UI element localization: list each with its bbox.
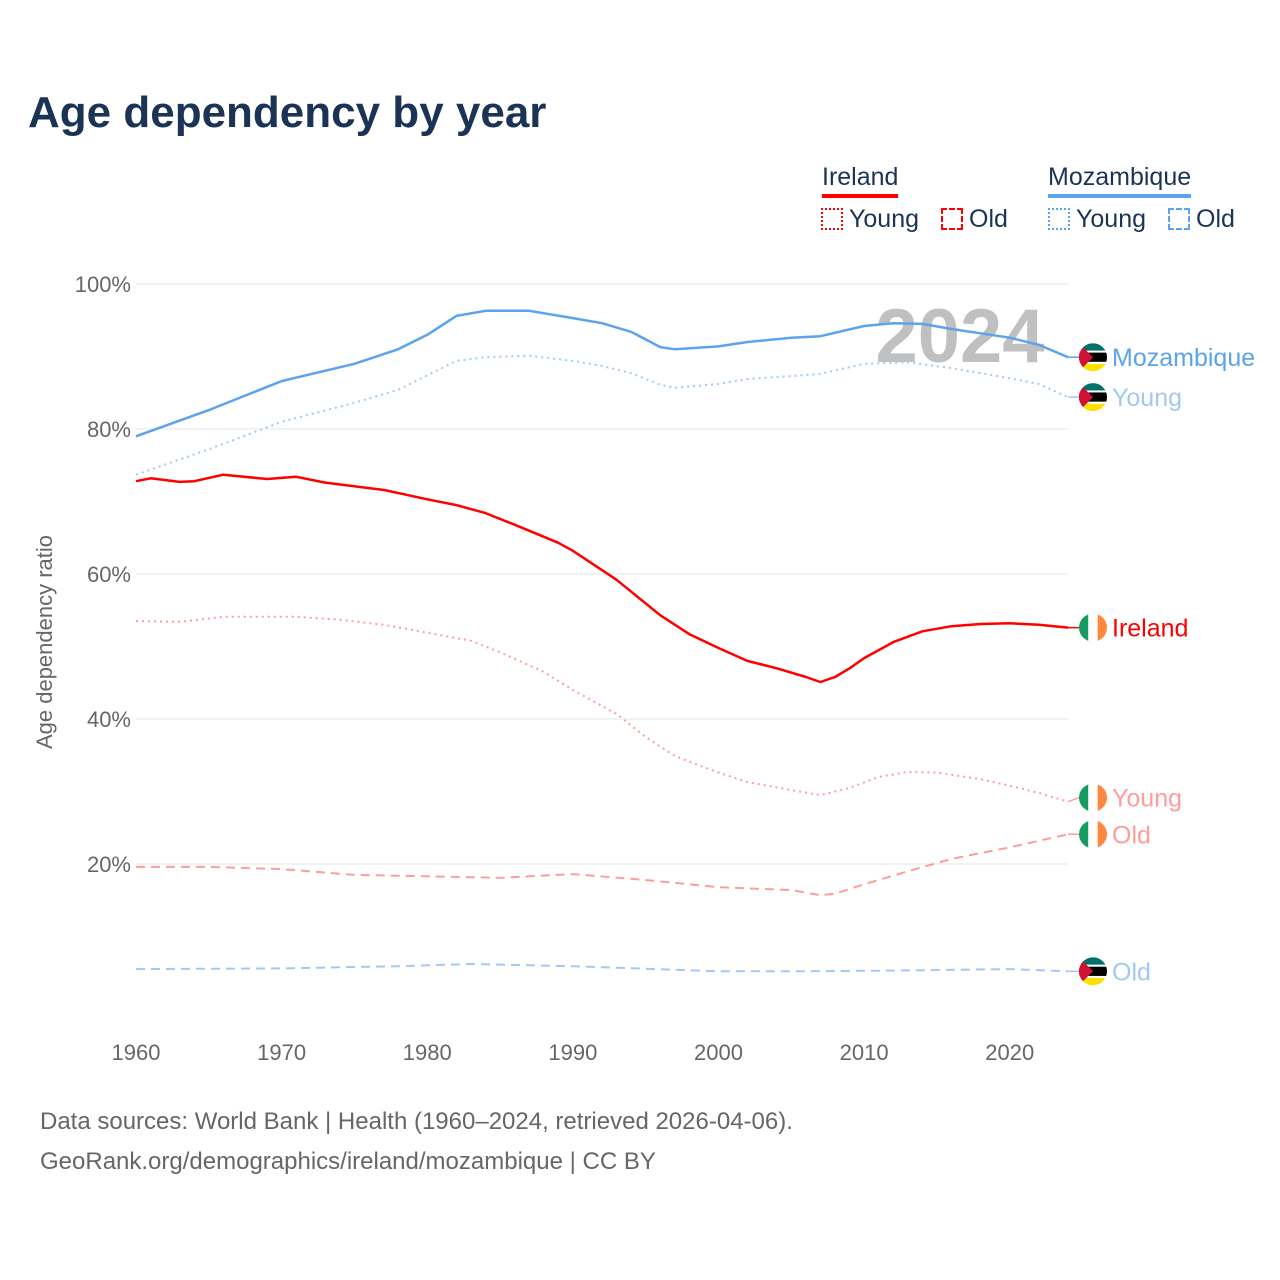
y-tick-label: 100% bbox=[75, 272, 131, 297]
legend-mozambique-young: Young bbox=[1048, 205, 1146, 234]
legend-label: Old bbox=[1196, 205, 1235, 233]
dotted-swatch-icon bbox=[1048, 208, 1070, 230]
mozambique-flag-icon bbox=[1079, 383, 1107, 412]
chart-title: Age dependency by year bbox=[28, 88, 547, 137]
x-tick-label: 2010 bbox=[840, 1040, 889, 1065]
y-axis-label: Age dependency ratio bbox=[32, 535, 57, 749]
legend-label: Old bbox=[969, 205, 1008, 233]
y-tick-label: 40% bbox=[87, 707, 131, 732]
end-label-mozambique-young: Young bbox=[1112, 384, 1182, 412]
legend-ireland-title: Ireland bbox=[822, 163, 899, 198]
x-tick-label: 1990 bbox=[548, 1040, 597, 1065]
legend-mozambique-title: Mozambique bbox=[1048, 163, 1192, 198]
y-tick-label: 80% bbox=[87, 417, 131, 442]
legend-mozambique-old: Old bbox=[1168, 205, 1235, 234]
series-line-ireland bbox=[135, 473, 1069, 684]
end-label-mozambique: Mozambique bbox=[1112, 344, 1255, 372]
series-line-mozambique bbox=[135, 309, 1069, 438]
x-tick-label: 1980 bbox=[403, 1040, 452, 1065]
ireland-flag-icon bbox=[1079, 820, 1107, 849]
mozambique-flag-icon bbox=[1079, 343, 1107, 372]
end-label-ireland-old: Old bbox=[1112, 821, 1151, 849]
end-label-mozambique-old: Old bbox=[1112, 958, 1151, 986]
series-line-ireland-young bbox=[135, 615, 1069, 803]
y-tick-label: 20% bbox=[87, 852, 131, 877]
x-tick-label: 2000 bbox=[694, 1040, 743, 1065]
year-watermark: 2024 bbox=[875, 294, 1044, 379]
x-tick-label: 2020 bbox=[985, 1040, 1034, 1065]
series-line-ireland-old bbox=[136, 833, 1069, 897]
series-line-mozambique-old bbox=[135, 963, 1069, 973]
legend-label: Young bbox=[1076, 205, 1146, 233]
footer-sources: Data sources: World Bank | Health (1960–… bbox=[40, 1108, 793, 1135]
x-tick-label: 1960 bbox=[112, 1040, 161, 1065]
dashed-swatch-icon bbox=[1168, 208, 1190, 230]
label-connector bbox=[1067, 796, 1080, 803]
y-tick-label: 60% bbox=[87, 562, 131, 587]
dashed-swatch-icon bbox=[941, 208, 963, 230]
end-label-ireland-young: Young bbox=[1112, 785, 1182, 813]
legend-ireland-young: Young bbox=[821, 205, 919, 234]
ireland-flag-icon bbox=[1079, 783, 1107, 812]
legend-label: Young bbox=[849, 205, 919, 233]
end-label-ireland: Ireland bbox=[1112, 615, 1188, 643]
dotted-swatch-icon bbox=[821, 208, 843, 230]
legend-ireland-old: Old bbox=[941, 205, 1008, 234]
footer-link[interactable]: GeoRank.org/demographics/ireland/mozambi… bbox=[40, 1148, 656, 1175]
x-tick-label: 1970 bbox=[257, 1040, 306, 1065]
ireland-flag-icon bbox=[1079, 613, 1107, 642]
mozambique-flag-icon bbox=[1079, 957, 1107, 986]
